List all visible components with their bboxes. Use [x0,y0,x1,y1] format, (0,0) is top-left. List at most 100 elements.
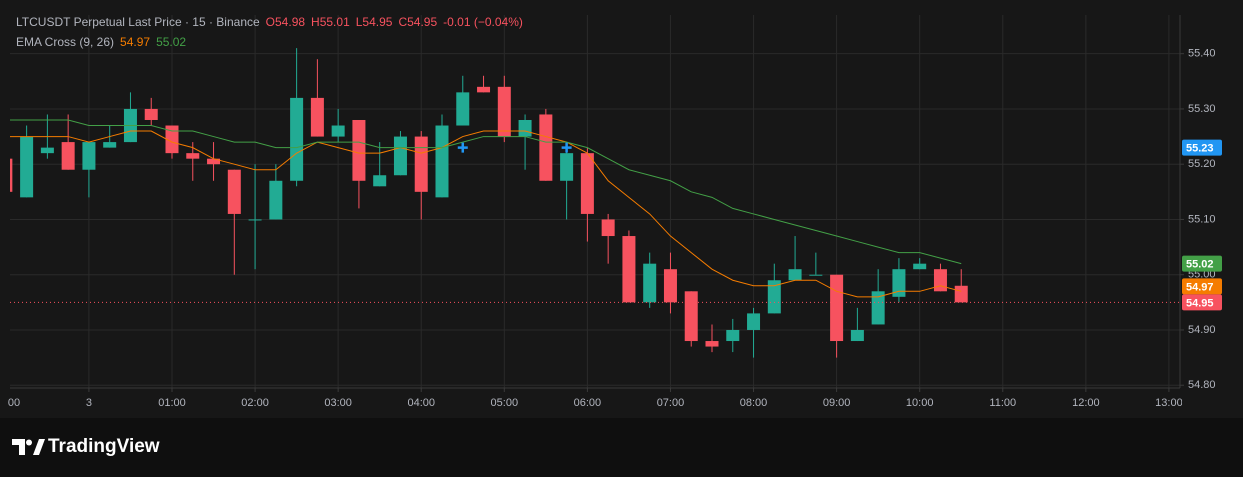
ohlc-value: O54.98 [265,15,306,29]
x-tick-label: 02:00 [241,397,269,409]
candle-body [954,285,968,303]
chart-background [0,0,1243,418]
x-tick-label: 04:00 [407,397,435,409]
price-label-box [1182,255,1222,272]
candle-body [663,269,677,303]
candle-body [456,92,470,126]
x-tick-label: 01:00 [158,397,186,409]
y-tick-label: 55.20 [1188,158,1216,170]
price-label-box [1182,139,1222,156]
x-tick-label: 09:00 [823,397,851,409]
candle-body [103,142,117,148]
x-axis: 00 3 01:00 02:00 03:00 04:00 05:00 06:00 07:00 08… [8,397,1183,409]
candle-body [310,97,324,137]
logo-mark [12,439,25,455]
axes: 54.8054.9055.0055.1055.2055.3055.4055.23… [10,15,1222,392]
candle-body [892,269,906,297]
x-tick-label: 03:00 [324,397,352,409]
logo-icon [12,439,45,455]
candle-body [518,119,532,137]
candle-body [20,136,34,198]
symbol: LTCUSDT Perpetual Last Price · 15 · Bina… [16,15,260,29]
legend-value: 55.02 [156,35,187,49]
candle-body [643,263,657,303]
candle-body [850,329,864,342]
candle-body [747,313,761,330]
logo-mark [33,439,45,455]
candle-body [560,153,574,181]
candle-body [767,280,781,314]
candle-body [331,125,345,137]
x-tick-label: 13:00 [1155,397,1183,409]
candle-body [227,169,241,214]
y-tick-label: 54.90 [1188,324,1216,336]
candle-body [186,153,200,159]
candle-body [40,147,54,154]
candle-body [269,180,283,220]
candle-body [705,341,719,347]
x-tick-label: 11:00 [989,397,1016,409]
candle-body [248,219,262,221]
logo-mark [26,439,32,446]
logo-text: TradingView [48,436,160,457]
x-tick-label: 3 [86,397,92,409]
x-tick-label: 05:00 [491,397,519,409]
ohlc-value: H55.01 [311,15,350,29]
indicator-name: EMA Cross (9, 26) [16,35,115,49]
y-tick-label: 55.10 [1188,213,1216,225]
candle-body [61,142,75,170]
price-label: 54.97 [1186,281,1214,293]
legend-value: 54.97 [120,35,151,49]
candle-body [373,175,387,187]
candle-body [809,274,823,276]
y-tick-label: 55.30 [1188,103,1216,115]
ohlc-value: L54.95 [355,15,393,29]
candle-body [477,86,491,93]
ema-line [10,119,962,265]
candle-body [10,158,13,192]
candle-body [830,274,844,342]
candle-body [497,86,511,137]
candle-body [601,219,615,237]
candle-body [580,153,594,214]
cross-marker [561,142,572,153]
candle-body [165,125,179,154]
candle-body [393,136,407,176]
candle-body [913,263,927,270]
x-tick-label: 06:00 [574,397,602,409]
y-tick-label: 54.80 [1188,379,1216,391]
x-tick-label: 00 [8,397,20,409]
candle-body [82,142,96,170]
candle-body [622,236,636,303]
cross-marker [457,142,468,153]
candle-body [684,291,698,342]
candle-body [788,269,802,281]
candle-body [414,136,428,192]
indicator-legend: EMA Cross (9, 26) 54.97 55.02 [16,35,198,49]
candle-body [871,291,885,325]
y-tick-label: 55.40 [1188,48,1216,60]
candle-body [144,108,158,120]
candle-body [207,158,221,165]
ohlc: O54.98 H55.01 L54.95 C54.95 -0.01 (−0.04%) [266,15,529,29]
x-tick-label: 07:00 [657,397,685,409]
price-label: 54.95 [1186,297,1214,309]
x-tick-label: 12:00 [1072,397,1100,409]
candle-body [933,269,947,292]
price-label-box [1182,294,1222,311]
plot-area [10,48,1180,358]
price-label: 55.23 [1186,143,1214,155]
candle-body [352,119,366,181]
ema-line [10,130,962,298]
candle-body [726,329,740,342]
price-label-box [1182,278,1222,295]
x-tick-label: 10:00 [906,397,934,409]
candle-body [290,97,304,181]
ohlc-value: C54.95 [398,15,438,29]
ohlc-value: -0.01 (−0.04%) [443,15,523,29]
price-label: 55.02 [1186,259,1214,271]
candle-body [435,125,449,198]
header: LTCUSDT Perpetual Last Price · 15 · Bina… [16,15,535,29]
